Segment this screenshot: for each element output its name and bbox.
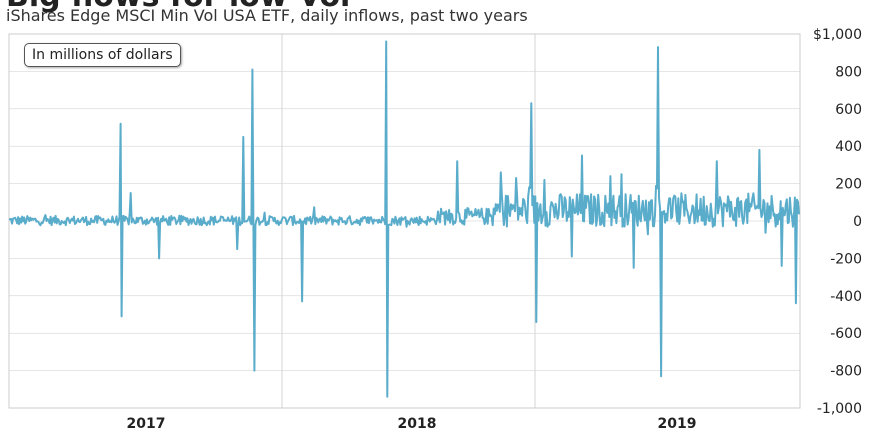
daily-inflows-line [8,40,800,398]
y-axis-ticks: $1,000 800 600 400 200 0 -200 -400 -600 -800 -1,00… [813,27,862,417]
y-tick-label: 800 [835,64,862,80]
y-tick-label: -600 [830,326,862,342]
x-tick-label-2019: 2019 [658,416,697,430]
y-tick-label: 600 [835,102,862,118]
chart-headline: Big flows for low-vol [6,0,350,14]
x-tick-label-2018: 2018 [398,416,437,430]
unit-note: In millions of dollars [24,43,181,67]
y-tick-label: -800 [830,364,862,380]
x-axis-ticks: 2017 2018 2019 [127,416,697,430]
x-tick-label-2017: 2017 [127,416,166,430]
y-tick-label: -200 [830,251,862,267]
chart-subtitle: iShares Edge MSCI Min Vol USA ETF, daily… [6,6,528,25]
y-tick-label: 400 [835,139,862,155]
y-tick-label: 0 [853,214,862,230]
y-tick-label: $1,000 [813,27,862,43]
plot-frame [8,33,801,409]
y-tick-label: -400 [830,289,862,305]
y-tick-label: 200 [835,177,862,193]
y-tick-label: -1,000 [817,401,862,417]
